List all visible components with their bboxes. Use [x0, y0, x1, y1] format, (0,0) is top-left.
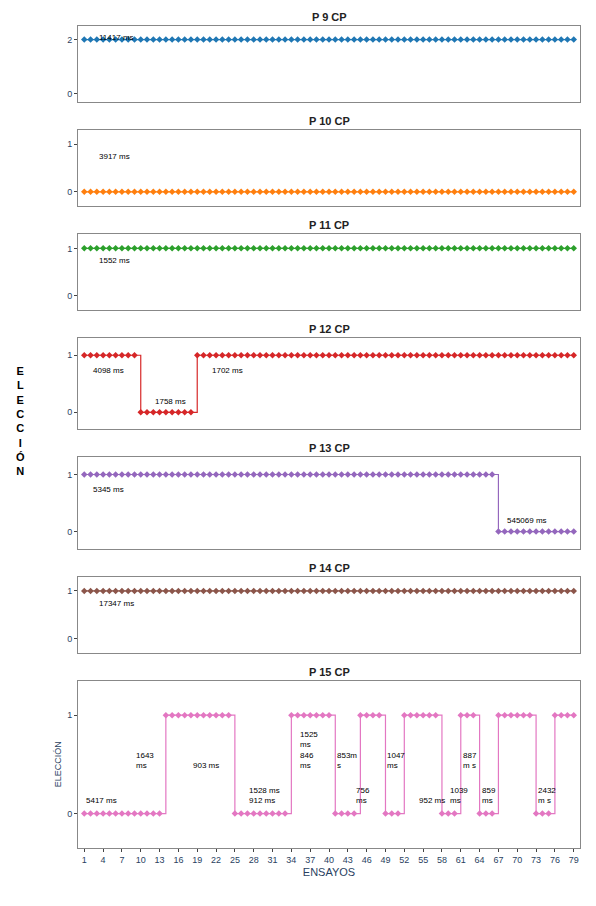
svg-text:64: 64	[475, 855, 485, 865]
svg-text:2: 2	[67, 35, 72, 45]
svg-text:0: 0	[67, 291, 72, 301]
svg-text:73: 73	[531, 855, 541, 865]
svg-text:37: 37	[305, 855, 315, 865]
svg-text:43: 43	[343, 855, 353, 865]
svg-text:1552 ms: 1552 ms	[99, 256, 130, 265]
svg-text:P 14 CP: P 14 CP	[309, 562, 350, 574]
svg-text:P 13 CP: P 13 CP	[309, 442, 350, 454]
svg-text:0: 0	[67, 809, 72, 819]
svg-text:853ms: 853ms	[337, 751, 357, 770]
svg-text:10: 10	[136, 855, 146, 865]
svg-text:46: 46	[362, 855, 372, 865]
svg-text:1039ms: 1039ms	[450, 786, 468, 805]
svg-text:0: 0	[67, 407, 72, 417]
svg-text:1: 1	[82, 855, 87, 865]
svg-text:P 11 CP: P 11 CP	[309, 219, 349, 231]
svg-text:1758 ms: 1758 ms	[155, 397, 186, 406]
svg-text:17347 ms: 17347 ms	[99, 599, 134, 608]
svg-text:545069 ms: 545069 ms	[507, 516, 547, 525]
svg-text:903 ms: 903 ms	[193, 761, 219, 770]
svg-text:61: 61	[456, 855, 466, 865]
svg-text:40: 40	[324, 855, 334, 865]
svg-text:25: 25	[230, 855, 240, 865]
svg-text:0: 0	[67, 527, 72, 537]
svg-text:31: 31	[268, 855, 278, 865]
svg-text:1643ms: 1643ms	[136, 751, 154, 770]
svg-text:76: 76	[550, 855, 560, 865]
svg-text:5345 ms: 5345 ms	[93, 485, 124, 494]
svg-text:887m s: 887m s	[463, 751, 477, 770]
svg-text:4: 4	[101, 855, 106, 865]
svg-text:1: 1	[67, 139, 72, 149]
svg-text:1047ms: 1047ms	[387, 751, 405, 770]
svg-text:ENSAYOS: ENSAYOS	[303, 866, 355, 878]
svg-text:34: 34	[286, 855, 296, 865]
svg-text:1702 ms: 1702 ms	[212, 366, 243, 375]
svg-text:ELECCIÓN: ELECCIÓN	[16, 365, 25, 477]
svg-text:756ms: 756ms	[356, 786, 370, 805]
svg-text:19: 19	[192, 855, 202, 865]
svg-text:22: 22	[211, 855, 221, 865]
svg-text:55: 55	[418, 855, 428, 865]
svg-text:2432m s: 2432m s	[538, 786, 556, 805]
svg-text:52: 52	[399, 855, 409, 865]
svg-text:7: 7	[119, 855, 124, 865]
svg-text:0: 0	[67, 89, 72, 99]
svg-text:5417 ms: 5417 ms	[86, 796, 117, 805]
svg-text:16: 16	[173, 855, 183, 865]
svg-text:70: 70	[512, 855, 522, 865]
svg-text:49: 49	[380, 855, 390, 865]
svg-text:58: 58	[437, 855, 447, 865]
svg-text:952 ms: 952 ms	[419, 796, 445, 805]
svg-text:0: 0	[67, 634, 72, 644]
svg-text:1528 ms912 ms: 1528 ms912 ms	[249, 786, 280, 805]
svg-text:67: 67	[493, 855, 503, 865]
svg-text:1: 1	[67, 470, 72, 480]
svg-text:13: 13	[155, 855, 165, 865]
svg-text:28: 28	[249, 855, 259, 865]
svg-text:11417 ms: 11417 ms	[99, 33, 134, 42]
svg-text:4098 ms: 4098 ms	[93, 366, 124, 375]
svg-text:P 12 CP: P 12 CP	[309, 323, 350, 335]
svg-text:1: 1	[67, 350, 72, 360]
svg-text:79: 79	[569, 855, 579, 865]
svg-text:1: 1	[67, 710, 72, 720]
svg-text:0: 0	[67, 187, 72, 197]
svg-text:P 10 CP: P 10 CP	[309, 115, 350, 127]
svg-text:1525ms846ms: 1525ms846ms	[300, 730, 318, 770]
svg-text:3917 ms: 3917 ms	[99, 152, 130, 161]
svg-text:ELECCIÓN: ELECCIÓN	[53, 741, 63, 787]
svg-text:1: 1	[67, 244, 72, 254]
svg-text:P 15 CP: P 15 CP	[309, 666, 350, 678]
svg-text:859ms: 859ms	[482, 786, 496, 805]
svg-text:P 9 CP: P 9 CP	[312, 11, 347, 23]
svg-text:1: 1	[67, 586, 72, 596]
